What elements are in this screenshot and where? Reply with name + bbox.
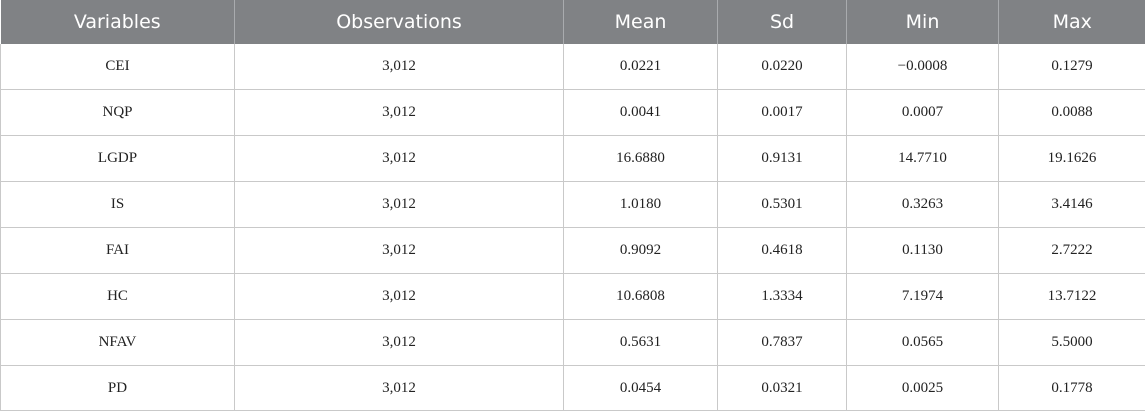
table-row: NQP 3,012 0.0041 0.0017 0.0007 0.0088 bbox=[0, 89, 1145, 136]
cell-observations: 3,012 bbox=[234, 319, 564, 366]
cell-max: 0.1778 bbox=[998, 365, 1145, 411]
header-observations: Observations bbox=[234, 0, 564, 44]
cell-variable: NQP bbox=[0, 89, 235, 136]
header-max: Max bbox=[998, 0, 1145, 44]
cell-mean: 10.6808 bbox=[563, 273, 718, 320]
table-row: IS 3,012 1.0180 0.5301 0.3263 3.4146 bbox=[0, 181, 1145, 228]
table-row: LGDP 3,012 16.6880 0.9131 14.7710 19.162… bbox=[0, 135, 1145, 182]
cell-observations: 3,012 bbox=[234, 227, 564, 274]
cell-max: 2.7222 bbox=[998, 227, 1145, 274]
cell-max: 13.7122 bbox=[998, 273, 1145, 320]
table-row: FAI 3,012 0.9092 0.4618 0.1130 2.7222 bbox=[0, 227, 1145, 274]
cell-mean: 0.9092 bbox=[563, 227, 718, 274]
cell-sd: 0.9131 bbox=[717, 135, 847, 182]
cell-observations: 3,012 bbox=[234, 135, 564, 182]
table-row: PD 3,012 0.0454 0.0321 0.0025 0.1778 bbox=[0, 365, 1145, 411]
table-row: CEI 3,012 0.0221 0.0220 −0.0008 0.1279 bbox=[0, 44, 1145, 90]
cell-min: 0.3263 bbox=[846, 181, 999, 228]
cell-min: 14.7710 bbox=[846, 135, 999, 182]
table-row: NFAV 3,012 0.5631 0.7837 0.0565 5.5000 bbox=[0, 319, 1145, 366]
cell-variable: IS bbox=[0, 181, 235, 228]
cell-variable: FAI bbox=[0, 227, 235, 274]
cell-observations: 3,012 bbox=[234, 89, 564, 136]
header-variables: Variables bbox=[0, 0, 235, 44]
cell-mean: 16.6880 bbox=[563, 135, 718, 182]
cell-observations: 3,012 bbox=[234, 181, 564, 228]
table-body: CEI 3,012 0.0221 0.0220 −0.0008 0.1279 N… bbox=[0, 44, 1145, 411]
table-header: Variables Observations Mean Sd Min Max bbox=[0, 0, 1145, 44]
table-row: HC 3,012 10.6808 1.3334 7.1974 13.7122 bbox=[0, 273, 1145, 320]
cell-max: 5.5000 bbox=[998, 319, 1145, 366]
cell-variable: LGDP bbox=[0, 135, 235, 182]
cell-sd: 0.0321 bbox=[717, 365, 847, 411]
header-row: Variables Observations Mean Sd Min Max bbox=[0, 0, 1145, 44]
cell-observations: 3,012 bbox=[234, 365, 564, 411]
cell-mean: 0.0041 bbox=[563, 89, 718, 136]
cell-variable: NFAV bbox=[0, 319, 235, 366]
cell-variable: CEI bbox=[0, 44, 235, 90]
cell-min: 0.1130 bbox=[846, 227, 999, 274]
cell-min: 0.0025 bbox=[846, 365, 999, 411]
cell-max: 19.1626 bbox=[998, 135, 1145, 182]
cell-max: 3.4146 bbox=[998, 181, 1145, 228]
cell-variable: HC bbox=[0, 273, 235, 320]
cell-min: 0.0007 bbox=[846, 89, 999, 136]
cell-sd: 0.5301 bbox=[717, 181, 847, 228]
cell-max: 0.0088 bbox=[998, 89, 1145, 136]
cell-mean: 0.0454 bbox=[563, 365, 718, 411]
cell-observations: 3,012 bbox=[234, 44, 564, 90]
cell-mean: 0.5631 bbox=[563, 319, 718, 366]
cell-min: −0.0008 bbox=[846, 44, 999, 90]
header-sd: Sd bbox=[717, 0, 847, 44]
cell-mean: 0.0221 bbox=[563, 44, 718, 90]
header-min: Min bbox=[846, 0, 999, 44]
cell-sd: 1.3334 bbox=[717, 273, 847, 320]
cell-sd: 0.4618 bbox=[717, 227, 847, 274]
cell-sd: 0.0220 bbox=[717, 44, 847, 90]
cell-max: 0.1279 bbox=[998, 44, 1145, 90]
cell-mean: 1.0180 bbox=[563, 181, 718, 228]
cell-min: 7.1974 bbox=[846, 273, 999, 320]
cell-sd: 0.0017 bbox=[717, 89, 847, 136]
cell-variable: PD bbox=[0, 365, 235, 411]
cell-min: 0.0565 bbox=[846, 319, 999, 366]
cell-sd: 0.7837 bbox=[717, 319, 847, 366]
header-mean: Mean bbox=[563, 0, 718, 44]
cell-observations: 3,012 bbox=[234, 273, 564, 320]
